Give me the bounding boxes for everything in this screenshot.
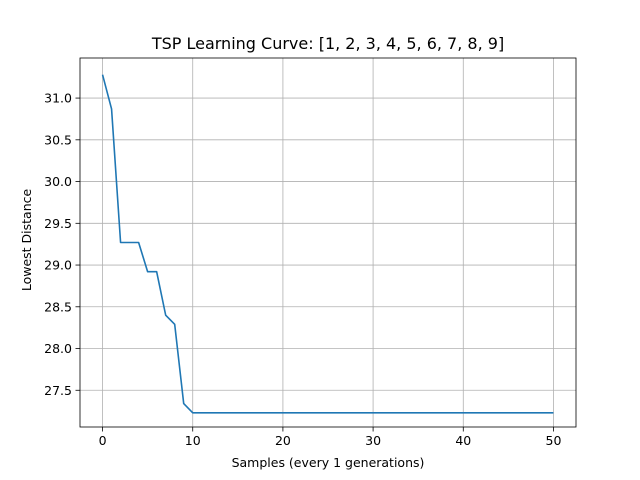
y-tick-label: 29.0 xyxy=(44,258,72,273)
x-tick-label: 0 xyxy=(99,433,107,448)
y-axis-label: Lowest Distance xyxy=(19,189,34,292)
x-tick-label: 30 xyxy=(365,433,381,448)
y-tick-label: 31.0 xyxy=(44,91,72,106)
x-tick-label: 40 xyxy=(455,433,471,448)
y-tick-label: 28.5 xyxy=(44,299,72,314)
x-axis-label: Samples (every 1 generations) xyxy=(232,455,425,470)
x-tick-label: 50 xyxy=(546,433,562,448)
x-tick-label: 10 xyxy=(185,433,201,448)
series-line xyxy=(101,74,554,414)
y-axis-ticks: 27.5 28.0 28.5 29.0 29.5 30.0 30.5 31.0 xyxy=(44,91,80,398)
y-tick-label: 27.5 xyxy=(44,383,72,398)
x-axis-ticks: 0 10 20 30 40 50 xyxy=(99,427,562,448)
x-tick-label: 20 xyxy=(275,433,291,448)
y-tick-label: 28.0 xyxy=(44,341,72,356)
plot-lines xyxy=(101,74,554,414)
grid-lines xyxy=(80,58,576,427)
axes-frame xyxy=(79,57,577,428)
y-tick-label: 30.0 xyxy=(44,174,72,189)
y-tick-label: 29.5 xyxy=(44,216,72,231)
chart-title: TSP Learning Curve: [1, 2, 3, 4, 5, 6, 7… xyxy=(151,34,504,53)
y-tick-label: 30.5 xyxy=(44,132,72,147)
